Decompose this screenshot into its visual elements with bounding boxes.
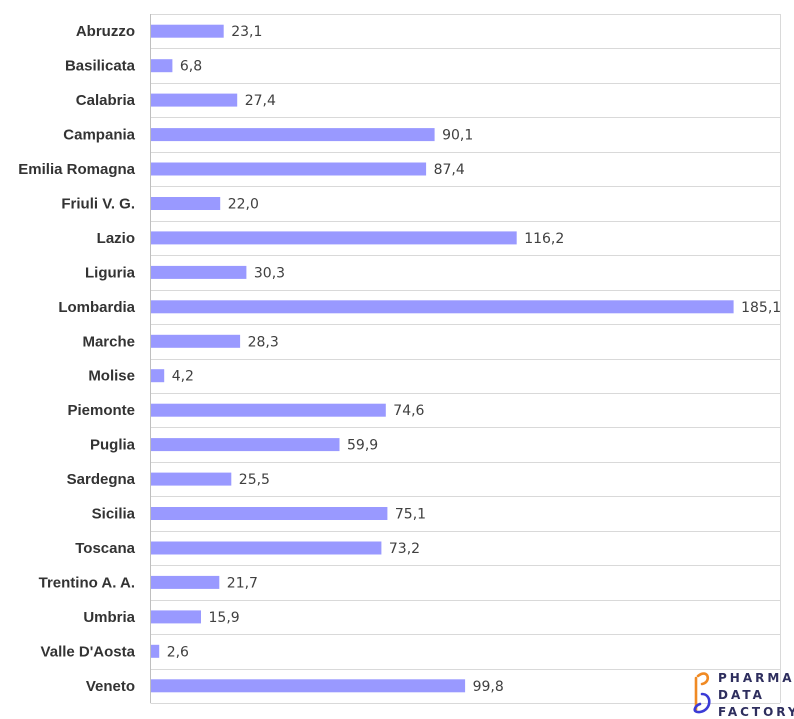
category-label: Trentino A. A.	[39, 574, 135, 591]
category-label: Puglia	[90, 437, 136, 454]
category-labels: Abruzzo Basilicata Calabria Campania Emilia …	[18, 23, 135, 695]
value-label: 28,3	[248, 334, 279, 350]
category-label: Emilia Romagna	[18, 161, 135, 178]
bar	[151, 541, 382, 555]
bar	[151, 300, 734, 314]
value-label: 6,8	[180, 59, 202, 75]
bar	[151, 679, 466, 693]
bar	[151, 128, 435, 142]
category-label: Molise	[88, 368, 135, 385]
value-label: 74,6	[393, 403, 424, 419]
bar	[151, 265, 247, 279]
logo-line-1: PHARMA	[718, 671, 794, 685]
bar	[151, 231, 517, 245]
bar	[151, 403, 386, 417]
category-label: Campania	[63, 127, 135, 144]
value-label: 22,0	[228, 197, 259, 213]
bar	[151, 438, 340, 452]
category-label: Abruzzo	[76, 23, 135, 40]
category-label: Lazio	[97, 230, 135, 247]
value-label: 75,1	[395, 507, 426, 523]
category-label: Umbria	[83, 609, 135, 626]
value-label: 73,2	[389, 541, 420, 557]
category-label: Liguria	[85, 264, 136, 281]
logo-line-3: FACTORY	[718, 705, 794, 719]
category-label: Lombardia	[58, 299, 135, 316]
bar	[151, 93, 238, 107]
category-label: Calabria	[76, 92, 136, 109]
category-label: Toscana	[75, 540, 135, 557]
bar	[151, 575, 220, 589]
value-label: 23,1	[231, 24, 262, 40]
bar	[151, 369, 165, 383]
value-label: 87,4	[434, 162, 465, 178]
bar	[151, 197, 221, 210]
bar	[151, 610, 201, 624]
value-label: 30,3	[254, 265, 285, 281]
value-label: 27,4	[245, 93, 276, 109]
bar	[151, 59, 173, 73]
category-label: Marche	[82, 333, 135, 350]
logo-mark-icon	[693, 672, 711, 714]
pharma-data-factory-logo: PHARMA DATA FACTORY	[693, 671, 794, 719]
grid-lines	[150, 14, 781, 704]
bars	[151, 24, 734, 693]
value-label: 4,2	[172, 369, 194, 385]
value-label: 185,1	[741, 300, 781, 316]
category-label: Basilicata	[65, 58, 136, 75]
value-label: 99,8	[473, 679, 504, 695]
bar	[151, 507, 388, 520]
bar	[151, 644, 160, 658]
category-label: Sardegna	[67, 471, 136, 488]
category-label: Sicilia	[92, 506, 136, 523]
category-label: Piemonte	[67, 402, 135, 419]
bar	[151, 24, 224, 38]
logo-line-2: DATA	[718, 688, 765, 702]
category-label: Veneto	[86, 678, 135, 695]
category-label: Friuli V. G.	[61, 196, 135, 213]
value-label: 25,5	[239, 472, 270, 488]
value-labels: 23,1 6,8 27,4 90,1 87,4 22,0 116,2 30,3 185,1 28,…	[167, 24, 781, 695]
value-label: 15,9	[209, 610, 240, 626]
bar	[151, 162, 427, 176]
value-label: 90,1	[442, 128, 473, 144]
value-label: 116,2	[524, 231, 564, 247]
category-label: Valle D'Aosta	[41, 643, 136, 660]
value-label: 21,7	[227, 575, 258, 591]
bar	[151, 334, 241, 348]
bar	[151, 472, 232, 486]
value-label: 2,6	[167, 644, 189, 660]
value-label: 59,9	[347, 438, 378, 454]
